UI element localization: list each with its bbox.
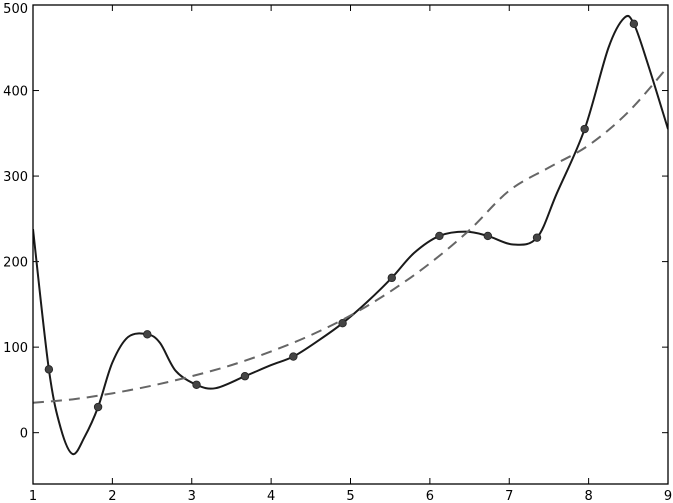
y-tick-label: 100: [3, 341, 28, 356]
x-tick-label: 3: [188, 489, 196, 503]
x-tick-label: 5: [346, 489, 354, 503]
y-tick-label: 200: [3, 256, 28, 271]
data-point: [483, 231, 493, 241]
data-point: [338, 318, 347, 328]
series-lines: [33, 14, 668, 456]
y-tick-label: 400: [3, 85, 28, 100]
x-tick-label: 1: [29, 489, 37, 503]
data-point: [44, 365, 54, 374]
plot-frame: [32, 4, 669, 485]
data-point: [435, 231, 444, 241]
x-tick-label: 6: [426, 489, 434, 503]
data-point: [580, 124, 589, 134]
data-point: [289, 352, 298, 361]
x-tick-label: 9: [664, 489, 672, 503]
x-tick-label: 8: [584, 489, 592, 503]
data-point: [93, 402, 103, 412]
x-tick-label: 4: [267, 489, 275, 503]
data-point: [240, 372, 250, 381]
data-point: [192, 380, 201, 389]
x-tick-label: 2: [108, 489, 116, 503]
data-point: [387, 273, 396, 283]
y-axis-ticks: 0 100 200 300 400 500: [3, 2, 668, 442]
trend-curve-dashed: [33, 65, 668, 404]
y-tick-label: 0: [20, 427, 28, 442]
y-tick-label: 300: [3, 170, 28, 185]
data-point: [629, 19, 639, 29]
series-points: [44, 19, 639, 412]
y-tick-label: 500: [3, 2, 28, 17]
data-point: [532, 233, 542, 242]
x-tick-label: 7: [505, 489, 513, 503]
interpolation-curve: [33, 14, 668, 456]
data-point: [143, 330, 152, 339]
x-axis-ticks: 1 2 3 4 5 6 7 8 9: [29, 5, 672, 503]
